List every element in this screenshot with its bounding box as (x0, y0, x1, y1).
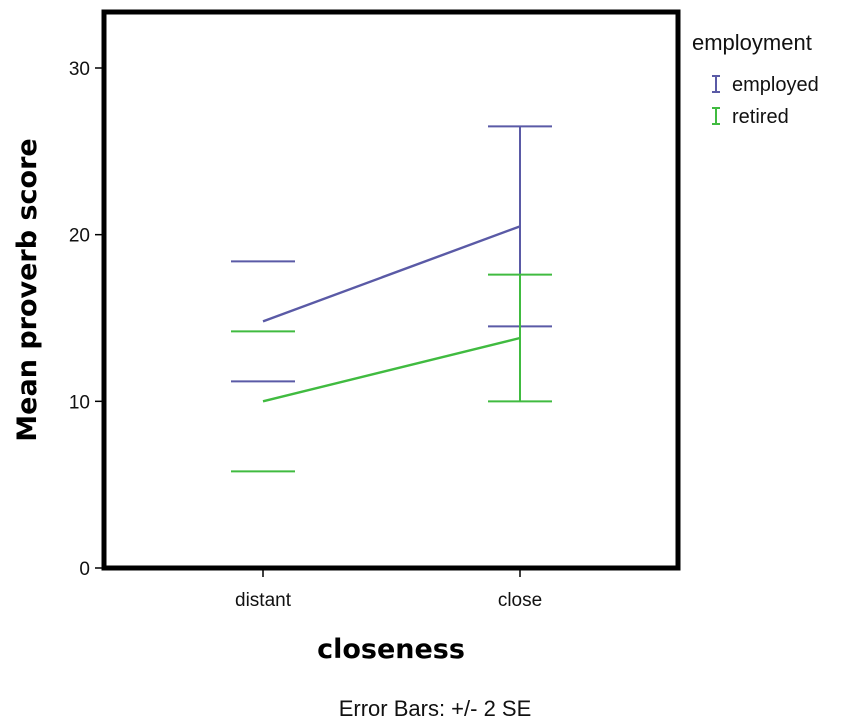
footnote: Error Bars: +/- 2 SE (339, 696, 532, 721)
legend-title: employment (692, 30, 812, 55)
legend-items: employed retired (712, 74, 819, 128)
series-retired (231, 273, 552, 473)
legend-label: retired (732, 106, 789, 128)
y-axis-title: Mean proverb score (12, 138, 43, 441)
y-tick-label: 10 (69, 392, 90, 413)
legend-label: employed (732, 74, 819, 96)
y-tick-label: 0 (79, 559, 90, 580)
x-tick-label: close (498, 590, 542, 611)
x-axis-title: closeness (317, 634, 465, 665)
legend: employment employed retired (692, 30, 819, 128)
series-line (262, 336, 521, 403)
x-tick-label: distant (235, 590, 292, 611)
legend-item-retired: retired (712, 106, 789, 128)
x-axis: distant close (235, 568, 542, 611)
chart-marks (231, 125, 552, 473)
y-tick-label: 20 (69, 226, 90, 247)
series-line (262, 225, 521, 323)
y-tick-label: 30 (69, 59, 90, 80)
legend-item-employed: employed (712, 74, 819, 96)
y-axis: 0 10 20 30 (69, 59, 104, 580)
plot-frame (101, 9, 681, 571)
